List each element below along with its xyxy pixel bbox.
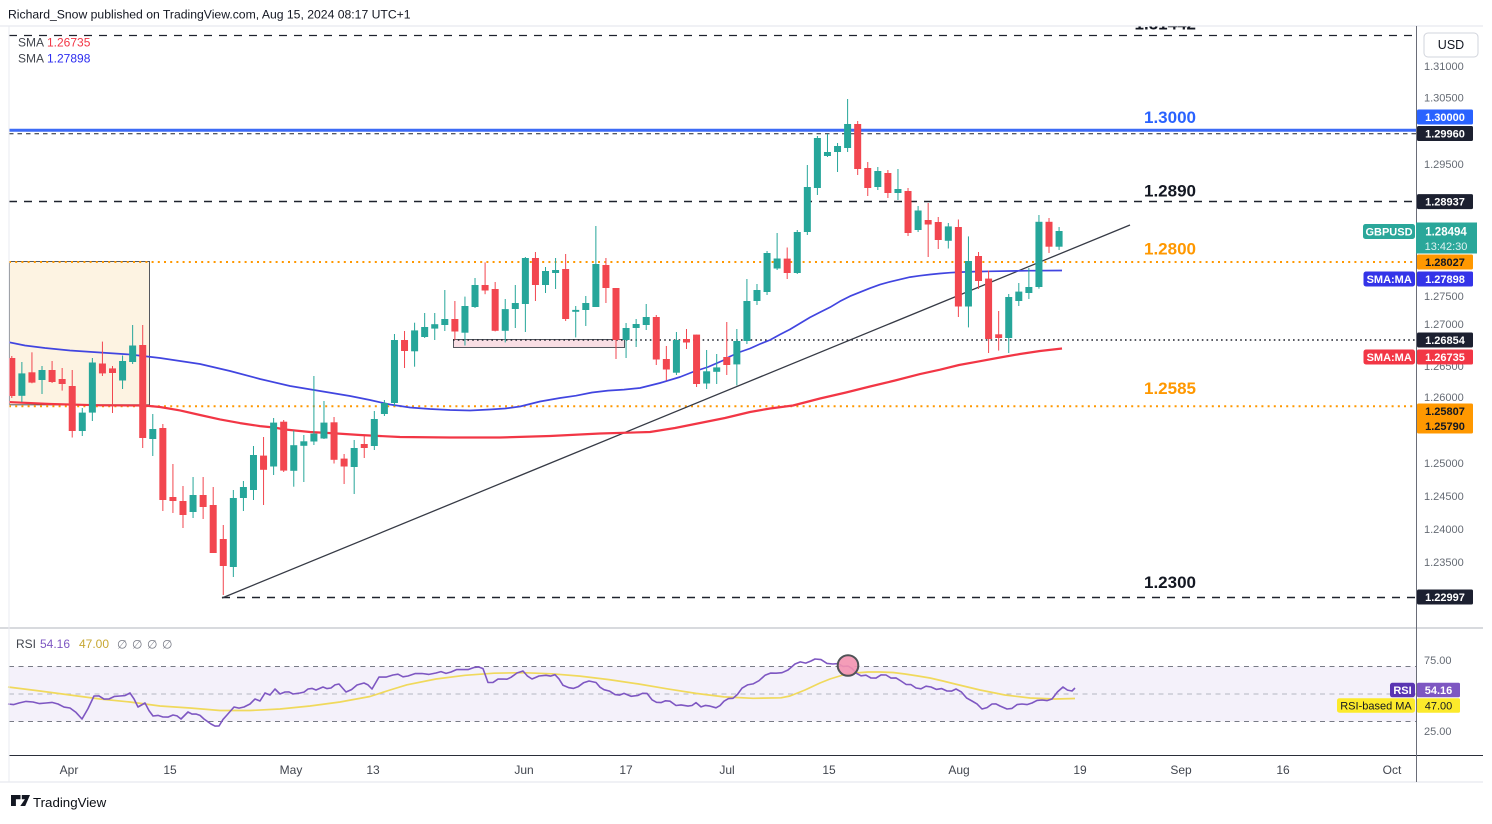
- svg-text:SMA: SMA: [18, 52, 44, 66]
- svg-text:∅: ∅: [132, 638, 142, 652]
- svg-text:1.26735: 1.26735: [1425, 352, 1465, 364]
- svg-text:1.2890: 1.2890: [1144, 182, 1196, 201]
- svg-text:75.00: 75.00: [1424, 655, 1452, 667]
- svg-text:1.25790: 1.25790: [1425, 421, 1465, 433]
- svg-text:1.28937: 1.28937: [1425, 197, 1465, 209]
- svg-text:1.3000: 1.3000: [1144, 108, 1196, 127]
- svg-text:1.25000: 1.25000: [1424, 458, 1464, 470]
- svg-text:54.16: 54.16: [40, 637, 70, 651]
- svg-text:47.00: 47.00: [1425, 700, 1453, 712]
- svg-text:SMA:MA: SMA:MA: [1367, 352, 1412, 364]
- svg-text:Jul: Jul: [719, 763, 734, 777]
- svg-text:SMA: SMA: [18, 36, 44, 50]
- svg-text:1.24500: 1.24500: [1424, 491, 1464, 503]
- svg-text:1.29500: 1.29500: [1424, 159, 1464, 171]
- svg-text:Richard_Snow published on Trad: Richard_Snow published on TradingView.co…: [8, 8, 411, 22]
- svg-text:47.00: 47.00: [79, 637, 109, 651]
- svg-text:Sep: Sep: [1170, 763, 1192, 777]
- svg-text:1.26000: 1.26000: [1424, 392, 1464, 404]
- svg-text:1.28027: 1.28027: [1425, 257, 1465, 269]
- svg-text:SMA:MA: SMA:MA: [1367, 274, 1412, 286]
- svg-text:1.28494: 1.28494: [1425, 227, 1467, 239]
- svg-text:1.29960: 1.29960: [1425, 128, 1465, 140]
- svg-text:13:42:30: 13:42:30: [1425, 241, 1468, 253]
- svg-text:1.26735: 1.26735: [47, 36, 91, 50]
- svg-text:1.2300: 1.2300: [1144, 573, 1196, 592]
- svg-text:25.00: 25.00: [1424, 726, 1452, 738]
- svg-text:Oct: Oct: [1383, 763, 1402, 777]
- svg-text:Jun: Jun: [514, 763, 533, 777]
- svg-text:1.30000: 1.30000: [1425, 112, 1465, 124]
- svg-text:17: 17: [619, 763, 633, 777]
- svg-text:GBPUSD: GBPUSD: [1365, 226, 1412, 238]
- svg-text:1.2800: 1.2800: [1144, 240, 1196, 259]
- svg-text:RSI: RSI: [1393, 685, 1411, 697]
- svg-text:1.27898: 1.27898: [1425, 274, 1465, 286]
- svg-text:∅: ∅: [147, 638, 157, 652]
- svg-text:1.31442: 1.31442: [1135, 15, 1196, 34]
- svg-text:1.27898: 1.27898: [47, 52, 91, 66]
- svg-text:1.2585: 1.2585: [1144, 379, 1196, 398]
- svg-text:1.23500: 1.23500: [1424, 557, 1464, 569]
- svg-text:∅: ∅: [162, 638, 172, 652]
- svg-text:1.30500: 1.30500: [1424, 93, 1464, 105]
- svg-text:1.22997: 1.22997: [1425, 592, 1465, 604]
- svg-text:1.24000: 1.24000: [1424, 524, 1464, 536]
- svg-text:Apr: Apr: [60, 763, 79, 777]
- svg-text:1.27000: 1.27000: [1424, 319, 1464, 331]
- svg-text:15: 15: [822, 763, 836, 777]
- svg-text:1.26854: 1.26854: [1425, 335, 1466, 347]
- svg-text:USD: USD: [1438, 38, 1464, 52]
- svg-text:19: 19: [1073, 763, 1087, 777]
- svg-text:RSI: RSI: [16, 637, 36, 651]
- svg-text:TradingView: TradingView: [33, 795, 107, 810]
- svg-text:May: May: [280, 763, 303, 777]
- svg-text:54.16: 54.16: [1425, 685, 1453, 697]
- svg-text:13: 13: [366, 763, 380, 777]
- svg-text:16: 16: [1276, 763, 1290, 777]
- svg-text:15: 15: [163, 763, 177, 777]
- svg-text:1.31000: 1.31000: [1424, 61, 1464, 73]
- svg-text:1.25807: 1.25807: [1425, 406, 1465, 418]
- svg-text:1.27500: 1.27500: [1424, 291, 1464, 303]
- svg-text:∅: ∅: [117, 638, 127, 652]
- svg-text:RSI-based MA: RSI-based MA: [1340, 700, 1412, 712]
- svg-text:Aug: Aug: [948, 763, 969, 777]
